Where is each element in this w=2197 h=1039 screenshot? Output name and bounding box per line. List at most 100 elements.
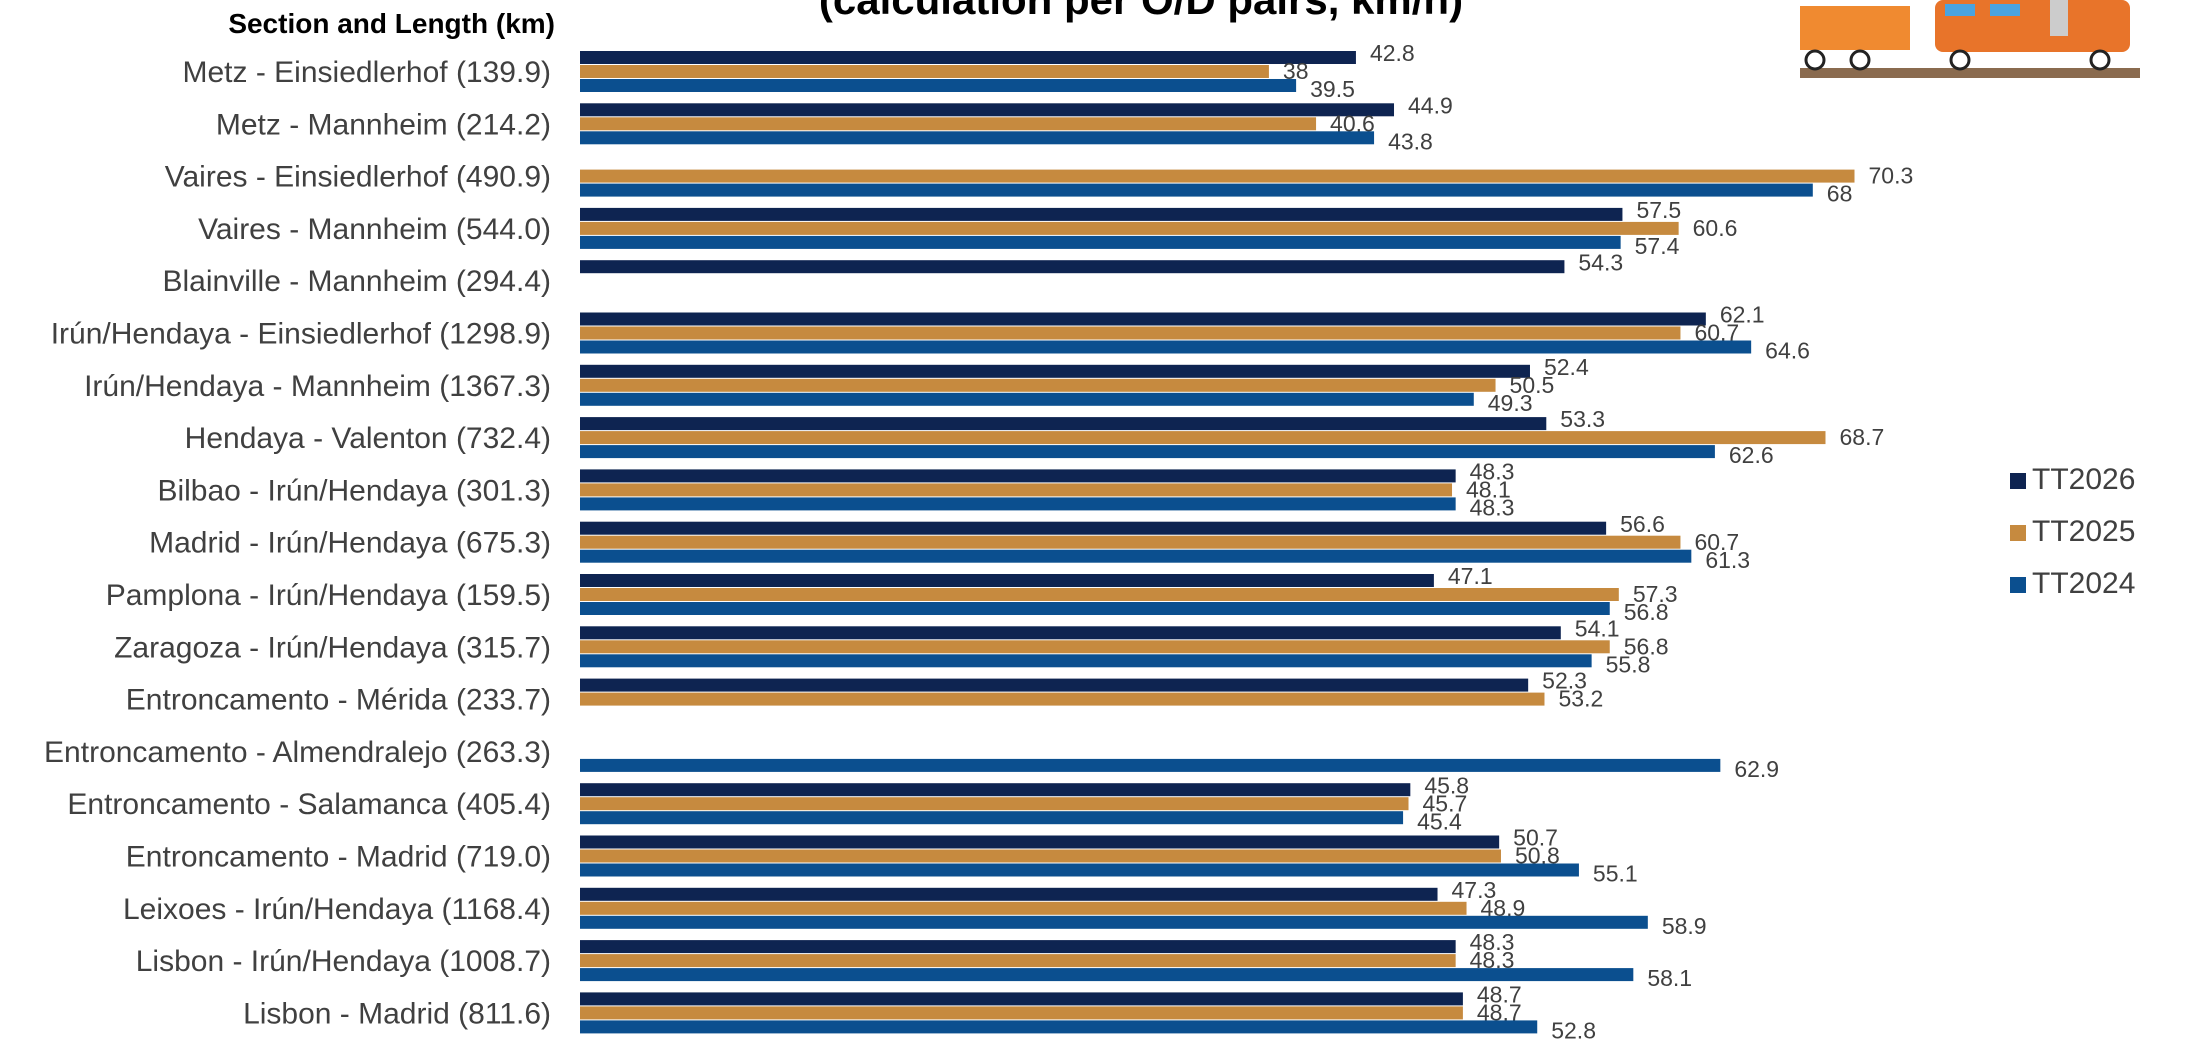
value-label: 52.8 — [1551, 1017, 1596, 1039]
y-tick-label: Hendaya - Valenton (732.4) — [185, 422, 551, 455]
bar — [580, 221, 1679, 235]
bar — [580, 640, 1610, 654]
value-label: 50.5 — [1510, 372, 1555, 398]
value-label: 57.3 — [1633, 581, 1678, 607]
value-label: 57.5 — [1636, 197, 1681, 223]
bar — [580, 51, 1356, 64]
axis-header: Section and Length (km) — [228, 8, 555, 39]
bar — [580, 992, 1463, 1006]
y-tick-label: Entroncamento - Almendralejo (263.3) — [44, 736, 551, 769]
value-label: 48.1 — [1466, 476, 1511, 502]
value-label: 53.2 — [1558, 686, 1603, 712]
bar — [580, 207, 1623, 221]
legend-label: TT2026 — [2032, 463, 2135, 496]
y-tick-label: Irún/Hendaya - Einsiedlerhof (1298.9) — [51, 318, 551, 351]
legend-label: TT2025 — [2032, 515, 2135, 548]
bar — [580, 169, 1855, 183]
value-label: 60.7 — [1694, 529, 1739, 555]
y-tick-label: Vaires - Mannheim (544.0) — [198, 213, 551, 246]
value-label: 55.8 — [1606, 651, 1651, 677]
bar — [580, 915, 1648, 929]
y-tick-label: Pamplona - Irún/Hendaya (159.5) — [106, 579, 551, 612]
value-label: 56.8 — [1624, 599, 1669, 625]
y-tick-label: Entroncamento - Mérida (233.7) — [126, 684, 551, 717]
value-label: 58.9 — [1662, 913, 1707, 939]
value-label: 45.8 — [1424, 772, 1469, 798]
value-label: 56.6 — [1620, 511, 1665, 537]
bar — [580, 692, 1545, 706]
bar — [580, 602, 1610, 615]
value-label: 45.7 — [1423, 790, 1468, 816]
bar — [580, 392, 1474, 406]
value-label: 58.1 — [1647, 965, 1692, 991]
bar — [580, 940, 1456, 954]
locomotive — [1935, 0, 2130, 52]
bar — [580, 469, 1456, 483]
legend-swatch — [2010, 525, 2026, 541]
bar — [580, 1020, 1538, 1034]
y-tick-label: Entroncamento - Madrid (719.0) — [126, 841, 551, 874]
value-label: 50.7 — [1513, 825, 1558, 851]
bar — [580, 312, 1706, 326]
bar — [580, 574, 1434, 587]
value-label: 44.9 — [1408, 92, 1453, 118]
bar — [580, 535, 1681, 549]
bar — [580, 378, 1496, 392]
wheel — [1804, 49, 1826, 71]
window — [1990, 4, 2020, 16]
wheel — [2089, 49, 2111, 71]
value-label: 53.3 — [1560, 406, 1605, 432]
value-label: 43.8 — [1388, 128, 1433, 154]
bar — [580, 235, 1621, 249]
bar — [580, 588, 1619, 601]
wheel — [1949, 49, 1971, 71]
y-tick-label: Vaires - Einsiedlerhof (490.9) — [165, 161, 551, 194]
window — [1945, 4, 1975, 16]
value-label: 54.3 — [1578, 249, 1623, 275]
y-tick-label: Blainville - Mannheim (294.4) — [162, 265, 551, 298]
value-label: 70.3 — [1868, 163, 1913, 189]
bar — [580, 131, 1375, 145]
bar — [580, 364, 1530, 378]
value-label: 42.8 — [1370, 40, 1415, 66]
bar — [580, 863, 1579, 877]
value-label: 62.9 — [1734, 756, 1779, 782]
bar — [580, 887, 1438, 901]
bar — [580, 901, 1467, 915]
value-label: 47.1 — [1448, 563, 1493, 589]
value-label: 48.3 — [1470, 494, 1515, 520]
y-tick-label: Metz - Mannheim (214.2) — [216, 108, 551, 141]
value-label: 48.3 — [1470, 458, 1515, 484]
value-label: 48.7 — [1477, 981, 1522, 1007]
value-label: 39.5 — [1310, 76, 1355, 102]
value-label: 54.1 — [1575, 615, 1620, 641]
legend-label: TT2024 — [2032, 567, 2135, 600]
bar — [580, 626, 1561, 640]
bar — [580, 65, 1269, 78]
y-tick-label: Bilbao - Irún/Hendaya (301.3) — [157, 474, 551, 507]
bar — [580, 483, 1453, 497]
bar — [580, 183, 1813, 197]
value-label: 45.4 — [1417, 808, 1462, 834]
bar — [580, 417, 1547, 431]
wheel — [1849, 49, 1871, 71]
bar — [580, 431, 1826, 445]
bar — [580, 797, 1409, 811]
y-tick-label: Madrid - Irún/Hendaya (675.3) — [149, 527, 551, 560]
bar — [580, 835, 1500, 849]
value-label: 68 — [1827, 181, 1853, 207]
legend-swatch — [2010, 473, 2026, 489]
bar — [580, 445, 1715, 459]
bar — [580, 811, 1404, 825]
chart-title: (calculation per O/D pairs, km/h) — [819, 0, 1463, 23]
bar — [580, 968, 1634, 982]
value-label: 52.3 — [1542, 668, 1587, 694]
wagon — [1800, 6, 1910, 50]
y-tick-label: Lisbon - Madrid (811.6) — [243, 997, 551, 1030]
y-tick-label: Zaragoza - Irún/Hendaya (315.7) — [114, 631, 551, 664]
bar — [580, 521, 1607, 535]
legend-swatch — [2010, 577, 2026, 593]
door — [2050, 0, 2068, 36]
